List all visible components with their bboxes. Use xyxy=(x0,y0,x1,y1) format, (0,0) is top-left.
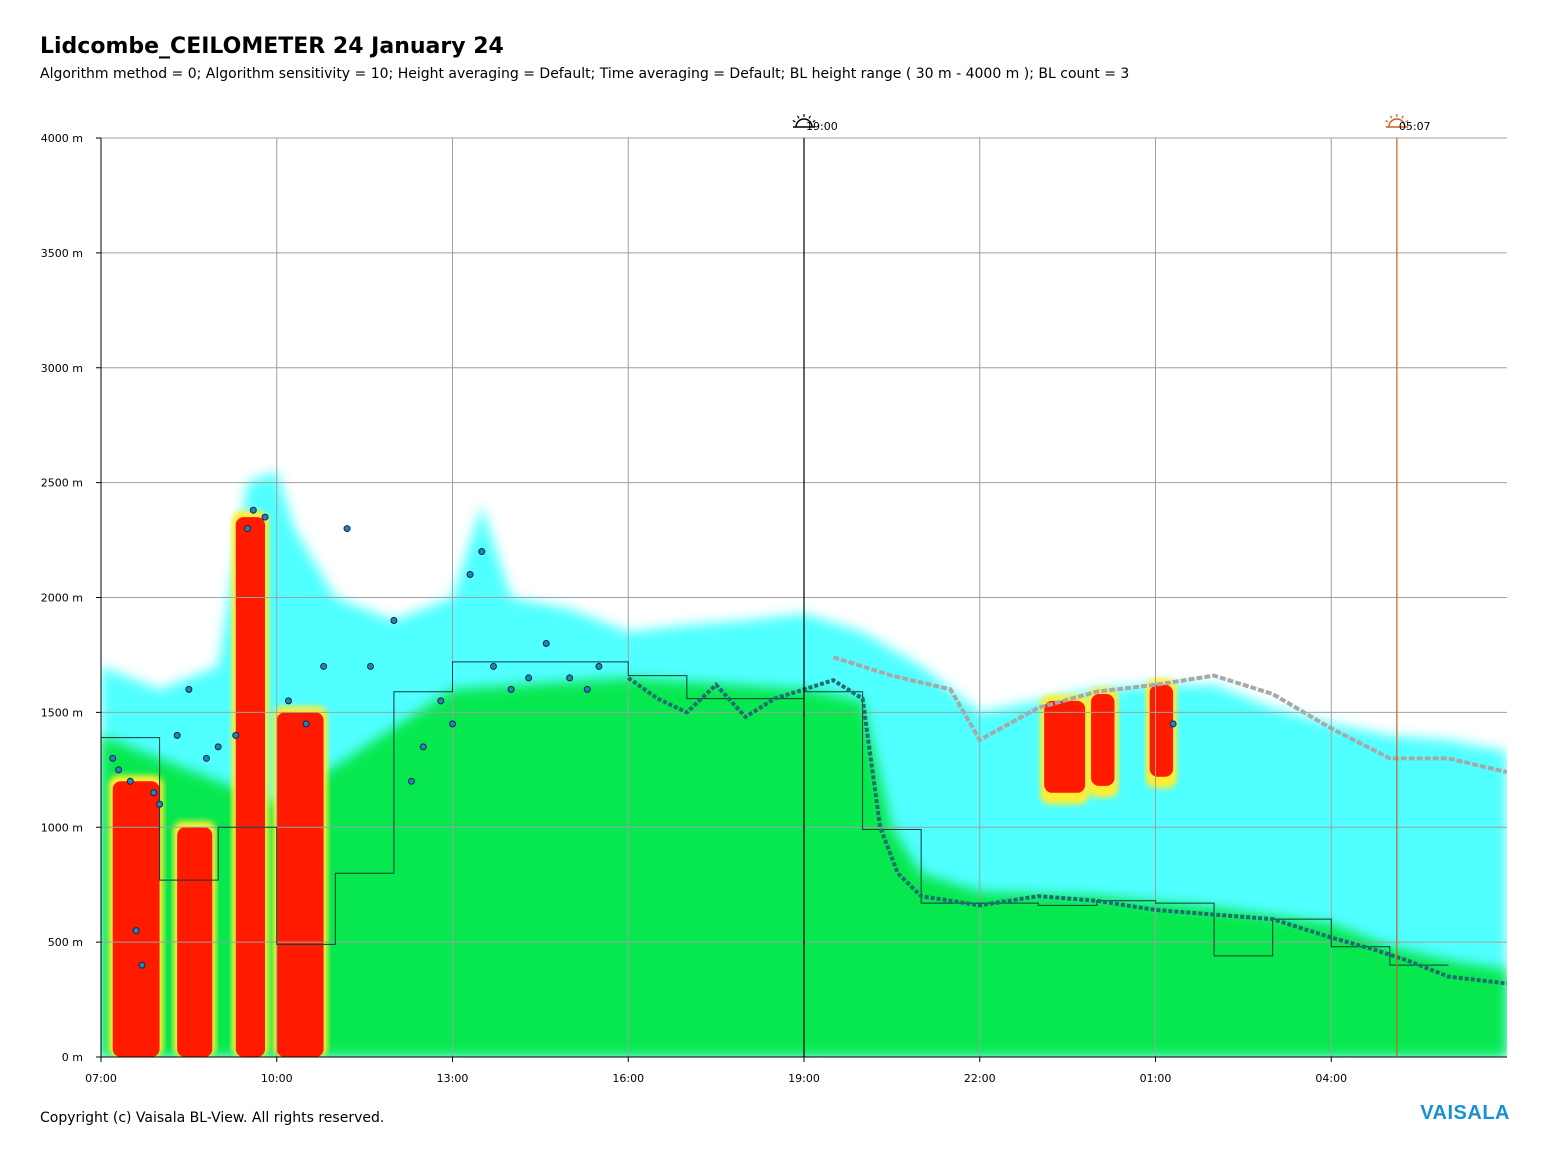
sunrise-time-label: 05:07 xyxy=(1399,120,1431,133)
cloud-marker xyxy=(185,685,193,693)
bl-height-step-line xyxy=(101,661,1449,966)
y-tick-label: 1500 m xyxy=(41,706,83,719)
cloud-marker xyxy=(232,731,240,739)
sun-ray xyxy=(808,115,812,119)
y-tick-label: 500 m xyxy=(48,936,83,949)
sunrise-icon xyxy=(1385,114,1409,128)
cloud-marker xyxy=(202,754,210,762)
axes: 0 m 500 m 1000 m 1500 m 2000 m 2500 m 3000 m 35… xyxy=(41,132,1507,1085)
cloud-marker xyxy=(419,743,427,751)
cloud-marker xyxy=(126,777,134,785)
sun-ray xyxy=(1385,119,1389,123)
cloud-marker xyxy=(566,674,574,682)
y-tick-label: 3000 m xyxy=(41,362,83,375)
cloud-marker xyxy=(437,697,445,705)
cloud-marker xyxy=(390,616,398,624)
aerosol-patch xyxy=(108,775,164,1057)
sunset-time-label: 19:00 xyxy=(806,120,838,133)
aerosol-patch xyxy=(1040,694,1090,805)
sun-events: 19:00 05:07 xyxy=(792,114,1431,1057)
aerosol-patch-core xyxy=(1044,700,1086,793)
x-tick-label: 19:00 xyxy=(788,1072,820,1085)
cloud-marker xyxy=(407,777,415,785)
y-tick-label: 3500 m xyxy=(41,247,83,260)
cloud-marker xyxy=(466,571,474,579)
x-tick-label: 22:00 xyxy=(964,1072,996,1085)
cloud-marker xyxy=(284,697,292,705)
aerosol-patch xyxy=(272,706,328,1057)
cloud-marker xyxy=(302,720,310,728)
sun-ray xyxy=(792,119,796,123)
cloud-marker xyxy=(343,525,351,533)
y-tick-label: 0 m xyxy=(62,1051,83,1064)
cloud-marker xyxy=(595,662,603,670)
x-tick-label: 16:00 xyxy=(612,1072,644,1085)
cloud-marker xyxy=(173,731,181,739)
aerosol-patch-core xyxy=(276,712,324,1057)
sun-ray xyxy=(1389,115,1393,119)
cloud-marker xyxy=(449,720,456,728)
cloud-marker xyxy=(115,766,123,774)
x-tick-label: 10:00 xyxy=(261,1072,293,1085)
upper-layer-trace xyxy=(832,655,1507,775)
x-tick-label: 01:00 xyxy=(1140,1072,1172,1085)
sun-arc xyxy=(1388,118,1406,128)
aerosol-patch-core xyxy=(235,517,266,1057)
x-tick-label: 07:00 xyxy=(85,1072,117,1085)
cloud-marker xyxy=(478,548,486,556)
cloud-marker xyxy=(490,662,498,670)
cloud-marker xyxy=(583,685,591,693)
sun-ray xyxy=(812,119,816,123)
cloud-marker xyxy=(150,789,158,797)
bl-overlays xyxy=(101,506,1507,986)
y-tick-label: 2500 m xyxy=(41,477,83,490)
aerosol-patch-core xyxy=(112,781,160,1057)
vaisala-logo: VAISALA xyxy=(1420,1102,1510,1124)
x-tick-label: 04:00 xyxy=(1315,1072,1347,1085)
y-tick-label: 2000 m xyxy=(41,592,83,605)
aerosol-patch xyxy=(1087,687,1119,798)
aerosol-patch xyxy=(231,511,270,1057)
cloud-marker xyxy=(243,525,251,533)
cloud-marker xyxy=(525,674,533,682)
cloud-marker xyxy=(320,662,328,670)
sun-ray xyxy=(1405,119,1409,123)
chart-subtitle: Algorithm method = 0; Algorithm sensitiv… xyxy=(40,66,1130,82)
y-tick-label: 1000 m xyxy=(41,821,83,834)
cloud-marker xyxy=(138,961,146,969)
sun-arc xyxy=(795,118,813,128)
sun-ray xyxy=(796,115,800,119)
cloud-marker xyxy=(156,800,164,808)
chart-title: Lidcombe_CEILOMETER 24 January 24 xyxy=(40,34,504,59)
copyright-text: Copyright (c) Vaisala BL-View. All right… xyxy=(40,1110,385,1126)
cloud-marker xyxy=(261,513,269,521)
aerosol-patch xyxy=(1145,678,1178,789)
bl-dot-trace xyxy=(627,676,1507,986)
cloud-marker xyxy=(507,685,515,693)
aerosol-patch xyxy=(173,821,217,1057)
cloud-marker xyxy=(214,743,222,751)
cloud-marker xyxy=(542,639,550,647)
sunset-icon xyxy=(792,114,816,128)
cloud-marker xyxy=(109,754,117,762)
aerosol-patch-core xyxy=(1149,684,1174,777)
aerosol-patch-core xyxy=(1091,693,1115,786)
y-tick-label: 4000 m xyxy=(41,132,83,145)
cloud-marker xyxy=(1169,720,1177,728)
cloud-marker xyxy=(366,662,374,670)
sun-ray xyxy=(1401,115,1404,119)
x-tick-label: 13:00 xyxy=(437,1072,469,1085)
cloud-marker xyxy=(132,927,140,935)
cloud-marker xyxy=(249,506,257,514)
